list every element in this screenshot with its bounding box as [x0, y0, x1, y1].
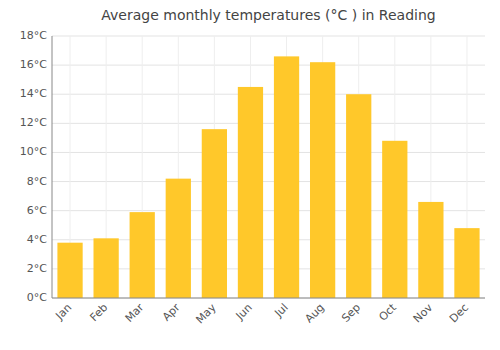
bar — [166, 179, 191, 298]
bar — [346, 94, 371, 298]
bar — [418, 202, 443, 298]
y-tick-label: 2°C — [27, 262, 47, 275]
x-tick-label: Feb — [87, 301, 110, 324]
bar — [238, 87, 263, 298]
y-axis-line — [52, 36, 53, 298]
x-tick-label: Apr — [160, 301, 183, 324]
y-tick-label: 4°C — [27, 233, 47, 246]
y-tick-label: 0°C — [27, 291, 47, 304]
bar — [274, 56, 299, 298]
x-tick-label: May — [193, 301, 219, 327]
bar — [310, 62, 335, 298]
y-tick-label: 14°C — [20, 87, 47, 100]
x-tick-label: Oct — [376, 301, 399, 324]
y-grid-line — [52, 94, 485, 95]
y-tick-label: 12°C — [20, 116, 47, 129]
axes: 0°C 2°C 4°C 6°C 8°C 10°C 12°C 14°C 16°C 18°C Jan Fe… — [20, 29, 485, 326]
y-grid-line — [52, 181, 485, 182]
bar — [202, 129, 227, 298]
y-tick-label: 8°C — [27, 175, 47, 188]
x-tick-label: Jun — [233, 301, 255, 323]
bar — [454, 228, 479, 298]
x-axis-line — [52, 298, 485, 299]
x-tick-label: Aug — [302, 301, 326, 325]
y-tick-label: 18°C — [20, 29, 47, 42]
bar — [57, 243, 82, 298]
y-tick-label: 6°C — [27, 204, 47, 217]
y-grid-line — [52, 298, 485, 299]
x-tick-label: Mar — [123, 301, 147, 325]
y-grid-line — [52, 123, 485, 124]
chart-container: 0°C 2°C 4°C 6°C 8°C 10°C 12°C 14°C 16°C 18°C Jan Fe… — [0, 0, 500, 350]
y-tick-label: 10°C — [20, 145, 47, 158]
grid — [52, 36, 485, 298]
x-tick-label: Jan — [52, 301, 74, 323]
title: Average monthly temperatures (°C ) in Re… — [101, 7, 435, 23]
x-tick-label: Dec — [447, 301, 471, 325]
y-grid-line — [52, 152, 485, 153]
bar — [382, 141, 407, 298]
bars — [57, 56, 479, 298]
x-tick-label: Nov — [411, 301, 436, 326]
y-tick-label: 16°C — [20, 58, 47, 71]
y-grid-line — [52, 65, 485, 66]
x-tick-label: Jul — [271, 301, 290, 320]
y-grid-line — [52, 36, 485, 37]
chart-svg: 0°C 2°C 4°C 6°C 8°C 10°C 12°C 14°C 16°C 18°C Jan Fe… — [0, 0, 500, 350]
bar — [93, 238, 118, 298]
x-tick-label: Sep — [339, 301, 363, 325]
bar — [130, 212, 155, 298]
